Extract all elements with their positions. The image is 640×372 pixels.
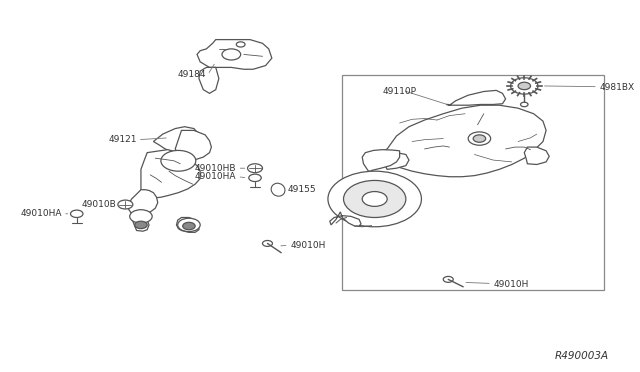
Polygon shape — [199, 67, 219, 93]
Text: 49010B: 49010B — [81, 200, 116, 209]
Polygon shape — [177, 218, 199, 232]
Polygon shape — [175, 131, 211, 160]
Text: 49121: 49121 — [108, 135, 136, 144]
Text: 4981BX: 4981BX — [599, 83, 634, 92]
Circle shape — [130, 210, 152, 223]
Circle shape — [178, 218, 200, 232]
Text: 49184: 49184 — [178, 70, 206, 79]
Polygon shape — [330, 212, 361, 226]
Circle shape — [473, 135, 486, 142]
Text: 49010HA: 49010HA — [20, 209, 62, 218]
Bar — [342, 75, 604, 290]
Polygon shape — [362, 150, 399, 171]
Circle shape — [236, 42, 245, 47]
Text: R490003A: R490003A — [554, 352, 609, 362]
Polygon shape — [382, 153, 409, 169]
Circle shape — [118, 200, 133, 209]
Text: 49010HA: 49010HA — [195, 172, 236, 181]
Text: 49010H: 49010H — [291, 241, 326, 250]
Polygon shape — [129, 190, 158, 216]
Circle shape — [520, 102, 528, 107]
Ellipse shape — [271, 183, 285, 196]
Polygon shape — [154, 127, 200, 153]
Circle shape — [249, 174, 261, 182]
Polygon shape — [381, 105, 546, 177]
Circle shape — [344, 180, 406, 218]
Circle shape — [262, 240, 273, 246]
Circle shape — [222, 49, 241, 60]
Circle shape — [468, 132, 491, 145]
Circle shape — [362, 192, 387, 206]
Circle shape — [518, 82, 531, 90]
Polygon shape — [133, 217, 149, 231]
Circle shape — [161, 150, 196, 171]
Circle shape — [248, 164, 262, 173]
Text: 49010HB: 49010HB — [195, 164, 236, 173]
Text: 49110P: 49110P — [383, 87, 417, 96]
Polygon shape — [197, 39, 272, 69]
Text: 49010H: 49010H — [493, 280, 529, 289]
Circle shape — [511, 78, 538, 94]
Polygon shape — [141, 150, 200, 198]
Circle shape — [70, 210, 83, 218]
Circle shape — [182, 222, 195, 230]
Circle shape — [328, 171, 421, 227]
Circle shape — [134, 221, 147, 229]
Polygon shape — [446, 90, 506, 105]
Text: 49155: 49155 — [287, 185, 316, 194]
Polygon shape — [524, 147, 549, 164]
Circle shape — [444, 276, 453, 282]
